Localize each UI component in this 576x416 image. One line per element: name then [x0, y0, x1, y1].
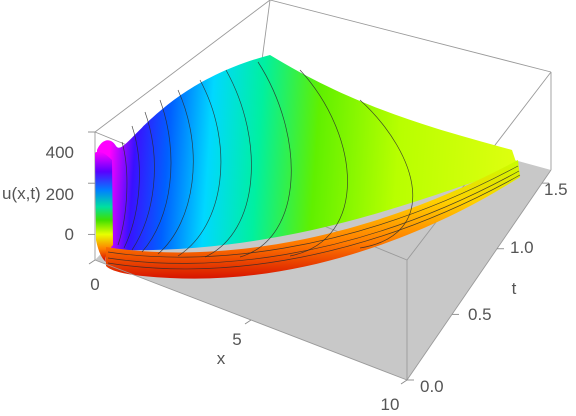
- contour-line-8: [289, 69, 348, 257]
- z-tick-label-200: 200: [46, 185, 74, 204]
- x-tick-mark-0: [88, 259, 96, 265]
- z-tick-label-400: 400: [46, 143, 74, 162]
- x-axis-label: x: [217, 349, 226, 368]
- z-tick-label-0: 0: [65, 225, 74, 244]
- contour-line-7: [239, 61, 292, 258]
- contour-line-3: [141, 99, 172, 253]
- contour-line-11: [107, 170, 520, 264]
- contour-lines: [107, 61, 521, 270]
- x-tick-label-5: 5: [232, 330, 241, 349]
- z-axis-label: u(x,t): [2, 184, 41, 203]
- contour-line-5: [177, 79, 222, 257]
- box-edge-bottom-right: [406, 169, 552, 381]
- t-tick-labels: 0.0 0.5 1.0 1.5: [420, 180, 568, 396]
- t-tick-label-0-5: 0.5: [468, 305, 492, 324]
- contour-line-9: [359, 99, 413, 249]
- contour-line-2: [131, 111, 155, 251]
- box-edge-top-back: [269, 0, 552, 73]
- x-tick-mark-2: [400, 379, 408, 385]
- x-tick-label-10: 10: [381, 395, 400, 414]
- z-tick-labels: 400 200 0: [46, 143, 74, 244]
- x-tick-mark-1: [244, 319, 252, 325]
- contour-line-6: [204, 69, 252, 258]
- x-tick-label-0: 0: [90, 275, 99, 294]
- surface-front-wall: [95, 151, 113, 262]
- axis-ticks: [88, 131, 549, 385]
- t-tick-label-1: 1.0: [510, 238, 534, 257]
- t-tick-label-0: 0.0: [420, 377, 444, 396]
- surface: [95, 55, 521, 279]
- contour-line-4: [157, 89, 194, 255]
- t-axis-label: t: [512, 279, 517, 298]
- contour-line-10: [107, 165, 519, 258]
- box-edge-top-left: [94, 0, 271, 133]
- x-tick-labels: 0 5 10: [90, 275, 399, 414]
- contour-line-12: [107, 174, 521, 270]
- contour-line-1: [123, 125, 140, 249]
- t-tick-label-1-5: 1.5: [544, 180, 568, 199]
- contour-line-0: [117, 141, 128, 246]
